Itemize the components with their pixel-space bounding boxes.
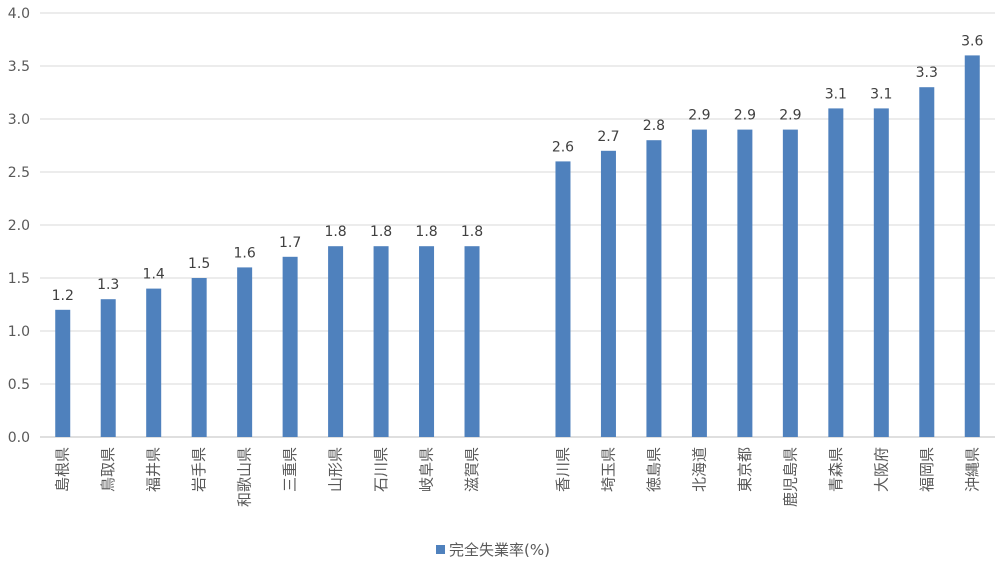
category-label: 滋賀県 bbox=[463, 447, 481, 492]
y-tick-label: 3.0 bbox=[8, 112, 30, 128]
category-label: 東京都 bbox=[736, 447, 754, 492]
category-label: 福井県 bbox=[145, 447, 163, 492]
legend-swatch bbox=[436, 545, 445, 554]
y-tick-label: 2.0 bbox=[8, 218, 30, 234]
data-label: 3.1 bbox=[825, 86, 847, 102]
legend: 完全失業率(%) bbox=[436, 539, 550, 560]
y-tick-label: 0.5 bbox=[8, 377, 30, 393]
data-label: 1.8 bbox=[324, 224, 346, 240]
data-label: 2.6 bbox=[552, 139, 574, 155]
category-label: 香川県 bbox=[554, 447, 572, 492]
bar bbox=[919, 87, 935, 437]
y-tick-label: 2.5 bbox=[8, 165, 30, 181]
data-label: 2.9 bbox=[779, 108, 801, 124]
y-tick-label: 4.0 bbox=[8, 6, 30, 22]
bar bbox=[464, 246, 480, 437]
data-label: 3.6 bbox=[961, 33, 983, 49]
bar bbox=[328, 246, 344, 437]
bar bbox=[646, 140, 662, 437]
category-label: 大阪府 bbox=[872, 447, 890, 492]
y-tick-label: 1.0 bbox=[8, 324, 30, 340]
data-label: 2.8 bbox=[643, 118, 665, 134]
data-label: 1.8 bbox=[415, 224, 437, 240]
bar bbox=[373, 246, 389, 437]
bar bbox=[691, 129, 707, 437]
bar bbox=[828, 108, 844, 438]
category-label: 山形県 bbox=[327, 447, 345, 492]
bar bbox=[55, 309, 71, 437]
category-label: 福岡県 bbox=[918, 447, 936, 492]
bar bbox=[282, 256, 298, 437]
category-label: 石川県 bbox=[372, 447, 390, 492]
category-label: 岩手県 bbox=[190, 447, 208, 492]
bar bbox=[555, 161, 571, 437]
legend-label: 完全失業率(%) bbox=[449, 541, 550, 559]
data-label: 1.3 bbox=[97, 277, 119, 293]
bar bbox=[600, 150, 616, 438]
y-tick-label: 1.5 bbox=[8, 271, 30, 287]
bar bbox=[419, 246, 435, 437]
data-label: 3.1 bbox=[870, 86, 892, 102]
data-label: 2.9 bbox=[688, 108, 710, 124]
y-tick-label: 3.5 bbox=[8, 59, 30, 75]
bar bbox=[782, 129, 798, 437]
data-label: 2.7 bbox=[597, 129, 619, 145]
category-label: 沖縄県 bbox=[963, 447, 981, 492]
y-tick-label: 0.0 bbox=[8, 430, 30, 446]
category-label: 和歌山県 bbox=[236, 447, 254, 507]
category-label: 北海道 bbox=[690, 447, 708, 492]
bar bbox=[191, 278, 207, 437]
bar bbox=[146, 288, 162, 437]
bar bbox=[100, 299, 116, 437]
bar bbox=[964, 55, 980, 438]
data-label: 2.9 bbox=[734, 108, 756, 124]
bar bbox=[737, 129, 753, 437]
category-label: 島根県 bbox=[54, 447, 72, 492]
data-label: 1.8 bbox=[461, 224, 483, 240]
data-label: 1.7 bbox=[279, 235, 301, 251]
bar bbox=[873, 108, 889, 438]
data-label: 1.5 bbox=[188, 256, 210, 272]
category-label: 三重県 bbox=[281, 447, 299, 492]
category-label: 青森県 bbox=[827, 447, 845, 492]
data-label: 1.6 bbox=[234, 245, 256, 261]
bar bbox=[237, 267, 253, 437]
category-label: 岐阜県 bbox=[418, 447, 436, 492]
category-label: 埼玉県 bbox=[599, 447, 617, 492]
data-label: 1.4 bbox=[143, 267, 165, 283]
data-label: 1.8 bbox=[370, 224, 392, 240]
category-label: 鳥取県 bbox=[99, 447, 117, 492]
data-label: 3.3 bbox=[916, 65, 938, 81]
category-label: 鹿児島県 bbox=[781, 447, 799, 507]
category-label: 徳島県 bbox=[645, 447, 663, 492]
data-label: 1.2 bbox=[52, 288, 74, 304]
